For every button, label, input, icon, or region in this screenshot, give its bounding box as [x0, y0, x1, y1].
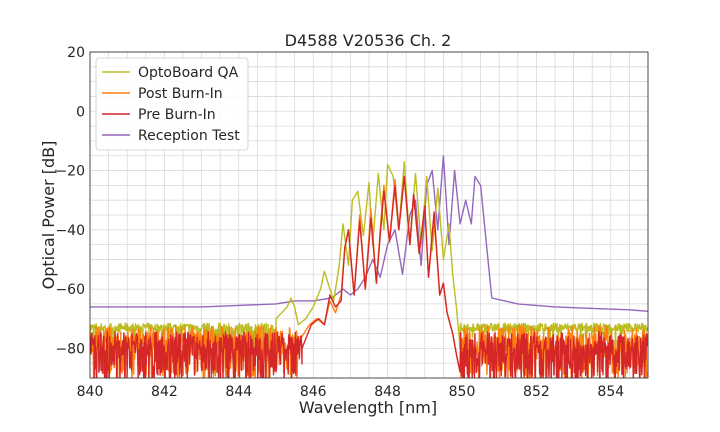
plot-frame: [89, 51, 649, 379]
y-tick-label: 20: [67, 45, 85, 61]
y-tick-label: −40: [55, 223, 85, 239]
x-tick-label: 842: [151, 384, 178, 400]
y-axis-label: Optical Power [dB]: [39, 141, 58, 290]
x-tick-label: 854: [597, 384, 624, 400]
series-line-pre-burn-in: [90, 175, 648, 378]
legend-label: Reception Test: [138, 128, 240, 144]
y-tick-label: 0: [76, 104, 85, 120]
series-layer: [90, 155, 648, 378]
x-axis-ticks: 840 842 844 846 848 850 852 854: [77, 384, 625, 400]
legend-label: Pre Burn-In: [138, 107, 216, 123]
y-tick-label: −80: [55, 341, 85, 357]
x-tick-label: 840: [77, 384, 104, 400]
legend-label: Post Burn-In: [138, 86, 223, 102]
y-tick-label: −60: [55, 282, 85, 298]
x-tick-label: 844: [225, 384, 252, 400]
axes-frame: [89, 51, 649, 379]
x-axis-label: Wavelength [nm]: [299, 398, 437, 417]
legend-label: OptoBoard QA: [138, 65, 239, 81]
x-tick-label: 846: [300, 384, 327, 400]
y-tick-label: −20: [55, 164, 85, 180]
x-tick-label: 852: [523, 384, 550, 400]
x-tick-label: 848: [374, 384, 401, 400]
y-axis-ticks: −80 −60 −40 −20 0 20: [55, 45, 85, 357]
chart-title: D4588 V20536 Ch. 2: [285, 31, 452, 50]
series-line-optoboard-qa: [90, 161, 648, 378]
legend-box: [95, 57, 249, 151]
legend: OptoBoard QA Post Burn-In Pre Burn-In Recep…: [95, 57, 249, 151]
x-tick-label: 850: [449, 384, 476, 400]
